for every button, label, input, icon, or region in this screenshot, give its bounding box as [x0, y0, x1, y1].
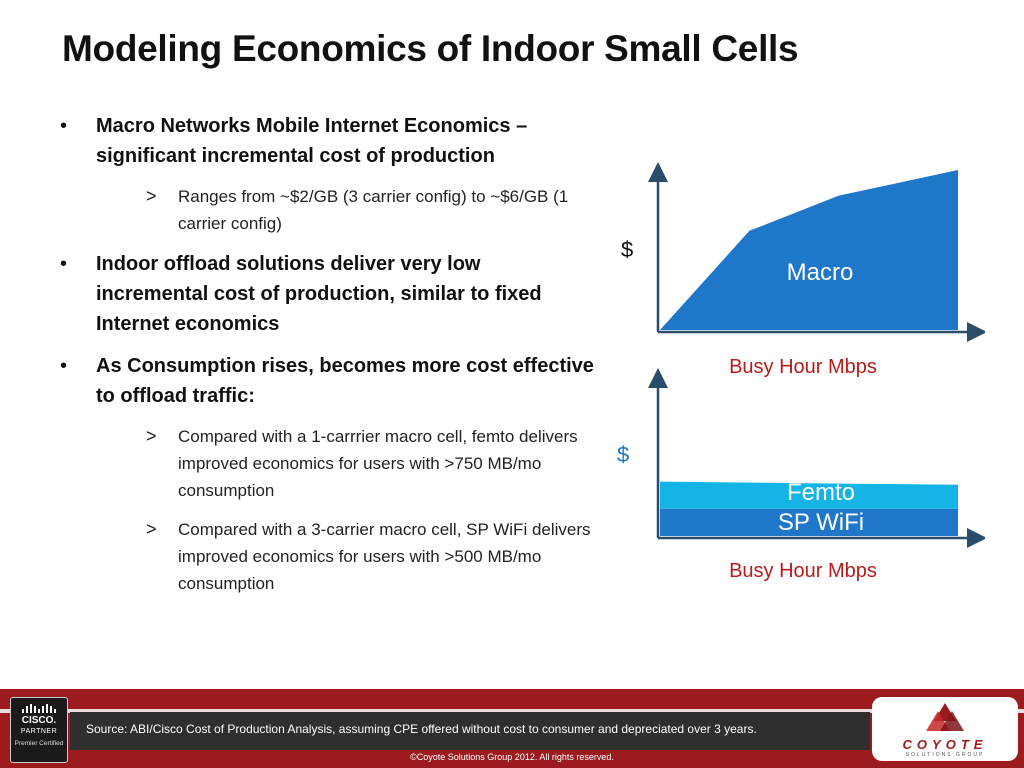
series-label-macro: Macro — [787, 259, 854, 286]
footer-source-bar — [70, 712, 870, 750]
sub-bullet-item: > Ranges from ~$2/GB (3 carrier config) … — [58, 183, 598, 237]
y-axis-label: $ — [621, 237, 633, 262]
bullet-item: • Indoor offload solutions deliver very … — [58, 249, 598, 339]
cisco-cert-label: Premier Certified — [14, 740, 64, 747]
bullet-text: Macro Networks Mobile Internet Economics… — [96, 115, 528, 167]
x-axis-label: Busy Hour Mbps — [729, 560, 877, 582]
series-label-femto: Femto — [787, 479, 855, 506]
coyote-emblem-icon — [926, 703, 964, 731]
offload-cost-chart: $ Femto SP WiFi — [605, 368, 985, 548]
x-axis-label: Busy Hour Mbps — [729, 356, 877, 378]
cisco-partner-label: PARTNER — [20, 728, 58, 735]
macro-area — [660, 170, 958, 330]
sub-bullet-item: > Compared with a 3-carrier macro cell, … — [58, 516, 598, 597]
source-note: Source: ABI/Cisco Cost of Production Ana… — [86, 722, 757, 736]
bullet-list: • Macro Networks Mobile Internet Economi… — [58, 111, 598, 609]
sub-bullet-text: Compared with a 1-carrrier macro cell, f… — [178, 427, 578, 500]
sub-bullet-arrow-icon: > — [146, 186, 157, 206]
footer-divider — [0, 709, 1024, 713]
bullet-icon: • — [60, 355, 68, 377]
sp-wifi-area — [660, 508, 958, 536]
sub-bullet-arrow-icon: > — [146, 519, 157, 539]
cisco-brand: CISCO. — [21, 715, 57, 726]
coyote-name: COYOTE — [902, 737, 988, 752]
coyote-tagline: SOLUTIONS GROUP — [905, 752, 985, 758]
sub-bullet-arrow-icon: > — [146, 426, 157, 446]
sub-bullet-text: Ranges from ~$2/GB (3 carrier config) to… — [178, 187, 569, 233]
slide-title: Modeling Economics of Indoor Small Cells — [62, 28, 799, 69]
macro-cost-chart: $ Macro — [605, 160, 985, 345]
coyote-logo: COYOTE SOLUTIONS GROUP — [872, 697, 1018, 761]
bullet-text: As Consumption rises, becomes more cost … — [96, 355, 594, 407]
sub-bullet-text: Compared with a 3-carrier macro cell, SP… — [178, 520, 591, 593]
bullet-item: • Macro Networks Mobile Internet Economi… — [58, 111, 598, 171]
bullet-icon: • — [60, 115, 68, 137]
sub-bullet-item: > Compared with a 1-carrrier macro cell,… — [58, 423, 598, 504]
cisco-bars-icon — [11, 704, 67, 713]
y-axis-label: $ — [617, 442, 629, 467]
series-label-sp-wifi: SP WiFi — [778, 509, 864, 536]
copyright-text: ©Coyote Solutions Group 2012. All rights… — [410, 752, 614, 762]
bullet-text: Indoor offload solutions deliver very lo… — [96, 253, 542, 335]
offload-cost-chart-svg: $ Femto SP WiFi — [617, 368, 985, 548]
bullet-icon: • — [60, 253, 68, 275]
macro-cost-chart-svg: $ Macro — [621, 162, 985, 342]
cisco-partner-logo: CISCO. PARTNER Premier Certified — [10, 697, 68, 763]
femto-area — [660, 481, 958, 509]
bullet-item: • As Consumption rises, becomes more cos… — [58, 351, 598, 411]
